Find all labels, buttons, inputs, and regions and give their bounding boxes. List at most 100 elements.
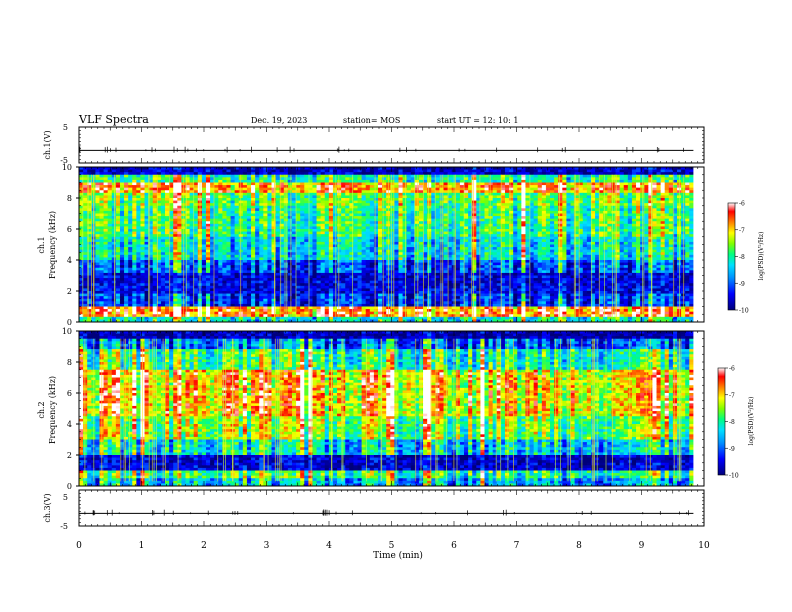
spec-cell xyxy=(533,185,539,189)
spec-cell xyxy=(480,231,485,235)
spec-cell xyxy=(418,185,424,189)
spec-cell xyxy=(328,236,334,240)
spec-cell xyxy=(394,221,399,225)
spec-cell xyxy=(271,174,276,178)
spec-cell xyxy=(156,216,162,220)
spec-cell xyxy=(378,231,383,235)
spec-cell xyxy=(439,190,444,194)
spec-cell xyxy=(357,185,363,189)
spec-cell xyxy=(537,210,543,214)
spec-cell xyxy=(353,231,358,235)
spec-cell xyxy=(439,239,444,243)
spec-cell xyxy=(218,174,223,178)
spec-cell xyxy=(324,172,330,176)
spec-cell xyxy=(414,200,420,204)
spec-cell xyxy=(496,169,502,173)
spec-cell xyxy=(115,239,121,243)
spec-cell xyxy=(439,203,444,207)
spec-cell xyxy=(230,236,236,240)
spec-cell xyxy=(259,244,264,248)
spec-cell xyxy=(410,195,416,199)
spec-cell xyxy=(611,229,616,232)
spec-cell xyxy=(378,187,383,191)
spec-cell xyxy=(537,205,543,209)
spec-cell xyxy=(201,234,207,238)
spec-cell xyxy=(414,239,420,243)
spec-cell xyxy=(263,195,268,199)
spec-cell xyxy=(152,177,158,181)
spec-cell xyxy=(189,205,195,209)
spec-cell xyxy=(144,200,150,204)
spec-cell xyxy=(410,231,416,235)
spec-cell xyxy=(79,167,84,170)
spec-cell xyxy=(263,169,268,173)
spec-cell xyxy=(193,213,199,217)
spec-cell xyxy=(296,182,301,186)
spec-cell xyxy=(550,239,555,243)
spec-cell xyxy=(382,192,387,196)
spec-cell xyxy=(160,218,166,222)
spec-cell xyxy=(664,200,670,204)
spec-cell xyxy=(185,185,190,189)
spec-cell xyxy=(140,239,145,243)
spec-cell xyxy=(595,229,600,232)
spec-cell xyxy=(410,218,416,222)
spec-cell xyxy=(173,177,178,181)
spec-cell xyxy=(672,231,678,235)
spec-cell xyxy=(365,231,371,235)
spec-cell xyxy=(566,218,571,222)
spec-cell xyxy=(603,203,608,207)
spec-cell xyxy=(144,223,150,227)
spec-cell xyxy=(173,241,178,245)
spec-cell xyxy=(496,195,502,199)
spec-cell xyxy=(177,192,182,196)
spec-cell xyxy=(95,179,100,183)
spec-cell xyxy=(148,247,154,251)
spec-cell xyxy=(115,174,121,178)
spec-cell xyxy=(283,169,289,173)
spec-cell xyxy=(267,190,272,194)
spec-cell xyxy=(287,249,293,253)
spec-cell xyxy=(627,187,633,191)
spec-cell xyxy=(402,231,408,235)
spec-cell xyxy=(390,226,395,230)
spec-cell xyxy=(656,187,662,191)
spec-cell xyxy=(656,179,662,183)
spec-cell xyxy=(107,239,113,243)
spec-cell xyxy=(636,195,641,199)
spec-cell xyxy=(603,182,608,186)
spec-cell xyxy=(410,223,416,227)
spec-cell xyxy=(128,229,133,232)
spec-cell xyxy=(259,208,264,212)
spec-cell xyxy=(267,205,272,209)
spec-cell xyxy=(222,177,227,181)
spec-cell xyxy=(259,241,264,245)
spec-cell xyxy=(558,244,563,248)
spec-cell xyxy=(87,216,92,220)
spec-cell xyxy=(545,167,551,170)
spec-cell xyxy=(160,241,166,245)
spec-cell xyxy=(324,218,330,222)
spec-cell xyxy=(251,182,256,186)
spec-cell xyxy=(603,198,608,201)
spec-cell xyxy=(623,203,629,207)
spec-cell xyxy=(447,247,453,251)
spec-cell xyxy=(271,203,276,207)
spec-cell xyxy=(414,179,420,183)
spec-cell xyxy=(459,231,465,235)
spec-cell xyxy=(431,236,436,240)
spec-cell xyxy=(537,231,543,235)
spec-cell xyxy=(320,249,326,253)
spec-cell xyxy=(586,239,592,243)
spec-cell xyxy=(140,223,145,227)
spec-cell xyxy=(291,247,297,251)
spec-cell xyxy=(402,216,408,220)
spec-cell xyxy=(439,195,444,199)
spec-cell xyxy=(402,177,408,181)
spec-cell xyxy=(119,244,125,248)
spec-cell xyxy=(504,249,510,253)
spec-cell xyxy=(189,187,195,191)
spec-cell xyxy=(410,182,416,186)
spec-cell xyxy=(656,223,662,227)
spec-cell xyxy=(443,177,449,181)
